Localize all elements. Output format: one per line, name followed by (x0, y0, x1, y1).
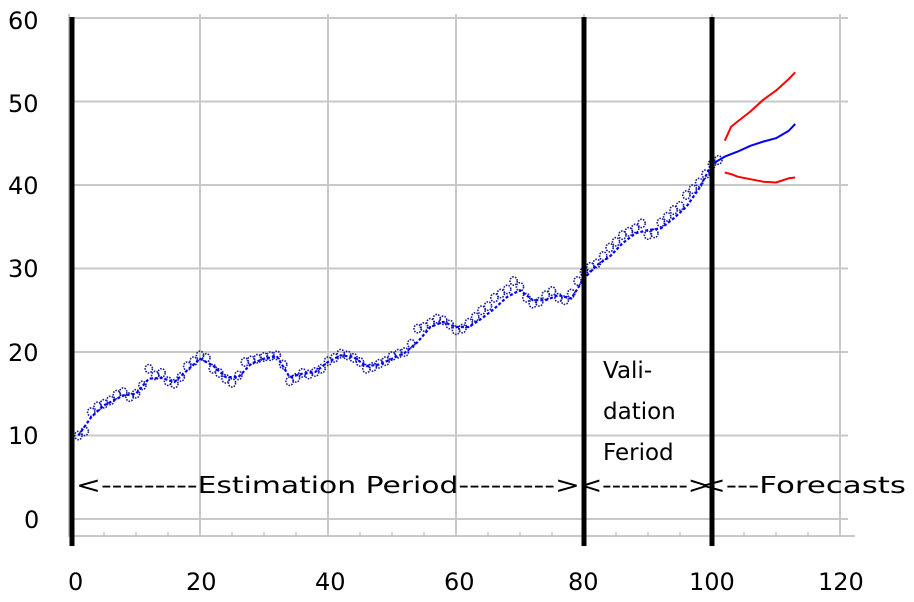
y-tick-0: 0 (24, 506, 39, 534)
data-point-marker (272, 350, 282, 361)
estimation-period-label: <---------Estimation Period---------> (76, 473, 580, 499)
data-point-marker (176, 372, 186, 383)
x-tick-20: 20 (186, 568, 217, 596)
validation-period-line3: Feriod (603, 440, 674, 466)
data-point-marker (611, 236, 621, 247)
data-point-marker (502, 284, 512, 295)
data-point-marker (400, 346, 410, 357)
x-tick-0: 0 (68, 568, 83, 596)
y-tick-50: 50 (8, 90, 39, 118)
data-point-marker (656, 217, 666, 228)
data-point-marker (221, 373, 230, 384)
data-point-marker (509, 276, 518, 287)
data-point-marker (496, 288, 506, 299)
data-point-marker (522, 292, 531, 303)
data-point-marker (291, 372, 301, 383)
data-point-marker (483, 301, 493, 312)
data-point-marker (630, 223, 640, 234)
data-point-marker (169, 378, 179, 389)
y-tick-60: 60 (8, 7, 39, 35)
data-point-marker (355, 357, 365, 368)
data-point-marker (393, 348, 403, 359)
data-point-marker (669, 205, 678, 216)
data-point-marker (470, 311, 480, 322)
data-point-marker (714, 154, 723, 165)
x-tick-40: 40 (315, 568, 346, 596)
data-point-marker (541, 290, 550, 301)
data-point-marker (643, 230, 653, 241)
validation-arrow-label: <---------> (580, 473, 710, 499)
data-point-marker (406, 338, 416, 349)
data-point-marker (637, 218, 646, 229)
x-tick-120: 120 (818, 568, 864, 596)
data-point-marker (106, 395, 115, 406)
grid-lines (69, 14, 848, 537)
data-point-marker (144, 363, 154, 374)
data-point-marker (336, 348, 346, 359)
y-tick-10: 10 (8, 422, 39, 450)
data-point-marker (650, 228, 659, 239)
data-point-marker (688, 184, 698, 195)
data-point-marker (489, 292, 499, 303)
series-layer (74, 71, 796, 441)
series-forecast (711, 123, 796, 165)
data-point-marker (233, 370, 243, 381)
data-point-marker (432, 313, 442, 324)
data-point-marker (201, 352, 211, 363)
data-point-marker (137, 380, 147, 391)
data-point-marker (694, 177, 704, 188)
data-point-marker (240, 357, 250, 368)
data-point-marker (445, 319, 454, 330)
data-point-marker (214, 367, 224, 378)
data-point-marker (573, 276, 582, 287)
series-actual-points (74, 154, 723, 441)
data-point-marker (534, 296, 544, 307)
data-point-marker (278, 359, 288, 370)
data-point-marker (682, 190, 691, 201)
x-axis-labels: 0 20 40 60 80 100 120 (68, 568, 864, 596)
data-point-marker (457, 323, 467, 334)
data-point-marker (259, 352, 269, 363)
minor-ticks (69, 33, 809, 536)
y-tick-40: 40 (8, 172, 39, 200)
validation-period-line1: Vali- (603, 358, 652, 384)
period-divider-lines (69, 17, 715, 546)
x-tick-80: 80 (568, 568, 599, 596)
x-tick-60: 60 (444, 568, 475, 596)
data-point-marker (208, 363, 218, 374)
data-point-marker (605, 242, 614, 253)
data-point-marker (438, 315, 448, 326)
data-point-marker (675, 200, 685, 211)
data-point-marker (253, 353, 262, 364)
validation-period-line2: dation (603, 399, 676, 425)
data-point-marker (547, 286, 557, 297)
y-tick-30: 30 (8, 255, 39, 283)
data-point-marker (227, 377, 237, 388)
annotations: <---------Estimation Period---------> <-… (76, 358, 906, 499)
series-fitted (77, 163, 713, 437)
y-tick-20: 20 (8, 339, 39, 367)
data-point-marker (157, 367, 166, 378)
data-point-marker (419, 321, 429, 332)
data-point-marker (701, 169, 710, 180)
data-point-marker (477, 305, 486, 316)
data-point-marker (592, 258, 602, 269)
axes-frame (68, 14, 855, 537)
series-lower-bound (724, 171, 796, 184)
data-point-marker (381, 356, 390, 367)
data-point-marker (413, 323, 422, 334)
x-tick-100: 100 (689, 568, 735, 596)
data-point-marker (317, 363, 326, 374)
data-point-marker (74, 430, 83, 441)
data-point-marker (662, 211, 672, 222)
data-point-marker (361, 363, 371, 374)
data-point-marker (349, 352, 358, 363)
series-upper-bound (723, 71, 796, 142)
y-axis-labels: 0 10 20 30 40 50 60 (8, 7, 39, 534)
forecasts-label: <---Forecasts (700, 473, 906, 499)
